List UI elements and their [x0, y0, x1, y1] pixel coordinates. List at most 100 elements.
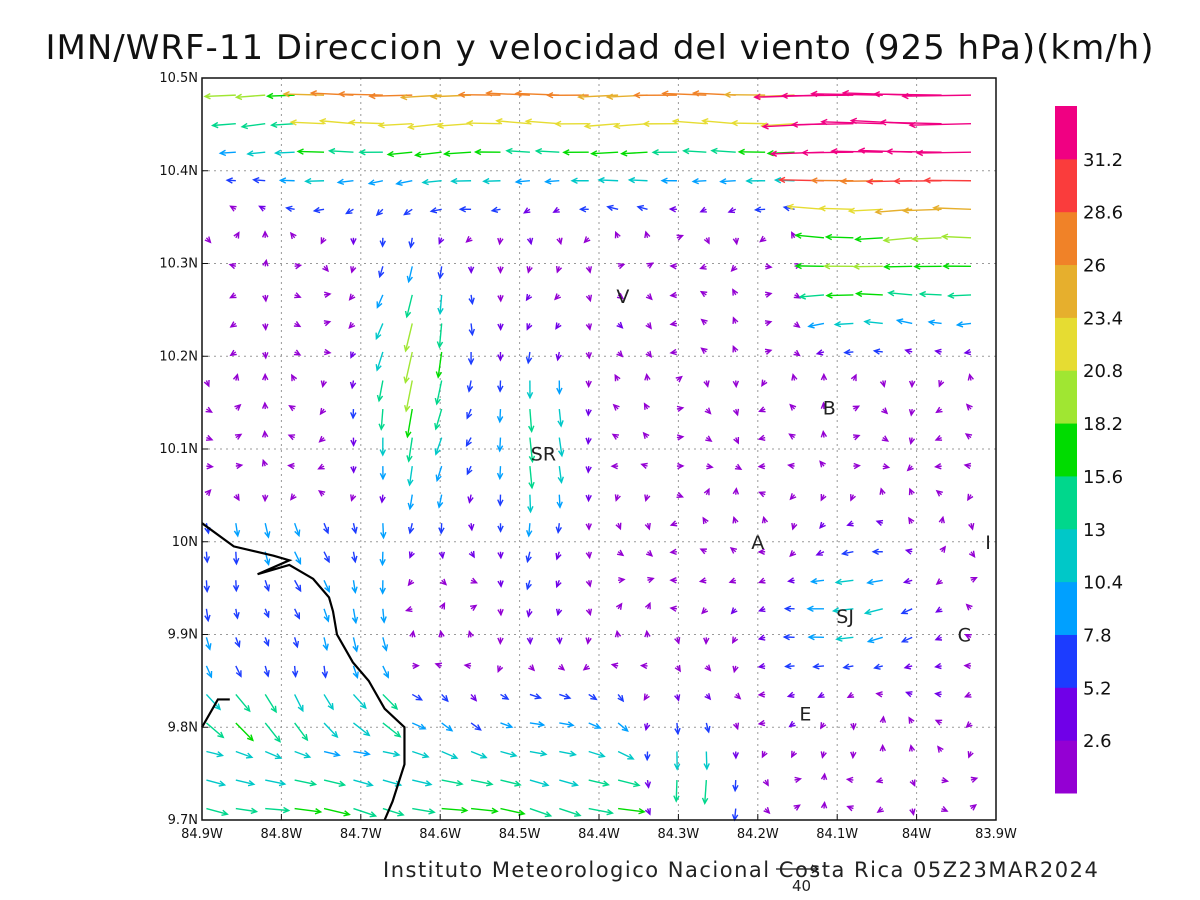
wind-vector	[791, 750, 798, 759]
wind-vector	[246, 150, 266, 157]
wind-vector	[470, 750, 488, 759]
wind-vector	[734, 692, 742, 700]
wind-vector	[632, 92, 677, 99]
wind-vector	[935, 578, 943, 586]
wind-vector	[294, 779, 318, 787]
wind-vector	[375, 351, 384, 372]
wind-vector	[378, 266, 385, 279]
wind-vector	[703, 380, 710, 388]
wind-vector	[467, 494, 474, 504]
wind-vector	[875, 691, 883, 698]
wind-vector	[618, 576, 626, 584]
wind-vector	[875, 519, 884, 526]
wind-vector	[676, 434, 685, 441]
wind-vector	[413, 151, 442, 158]
wind-vector	[421, 178, 442, 186]
wind-vector	[934, 348, 942, 356]
wind-vector	[627, 176, 648, 184]
x-axis-ticks: 84.9W 84.8W 84.7W 84.6W 84.5W 84.4W 84.3W 84.2W…	[181, 814, 1017, 842]
x-tick-label: 84.7W	[340, 827, 382, 842]
wind-vector	[485, 90, 530, 97]
wind-vector	[927, 319, 942, 326]
wind-vector	[411, 693, 424, 701]
wind-vector	[645, 350, 653, 359]
wind-vector	[337, 90, 383, 98]
wind-vector	[229, 205, 237, 212]
wind-vector	[348, 293, 356, 301]
wind-vector	[616, 321, 624, 329]
wind-vector	[732, 380, 740, 389]
wind-vector	[846, 692, 855, 699]
wind-vector	[703, 487, 710, 496]
wind-vector	[470, 577, 479, 584]
wind-vector	[559, 693, 572, 700]
wind-vector	[287, 462, 295, 470]
wind-vector	[407, 494, 414, 511]
wind-vector	[554, 293, 562, 301]
wind-vector	[758, 491, 766, 498]
wind-vector	[852, 405, 861, 412]
wind-vector	[351, 580, 358, 594]
wind-vector	[262, 258, 269, 267]
wind-vector	[441, 779, 464, 787]
wind-vector	[794, 776, 803, 784]
wind-vector	[636, 204, 648, 212]
wind-vector	[669, 320, 678, 327]
colorbar-segment	[1055, 158, 1077, 213]
colorbar-segment	[1055, 264, 1077, 318]
wind-vector	[810, 177, 854, 184]
wind-vector	[497, 523, 504, 533]
wind-vector	[327, 147, 354, 155]
station-labels: V B SR A I SJ C E	[531, 286, 991, 725]
wind-vector	[941, 806, 949, 812]
wind-vector	[794, 262, 824, 270]
wind-vector	[585, 266, 593, 274]
wind-vector	[386, 150, 413, 158]
wind-vector	[764, 348, 773, 355]
wind-vector	[863, 318, 883, 326]
wind-vector	[348, 119, 383, 126]
wind-vector	[556, 637, 563, 645]
station-label: C	[958, 625, 971, 647]
wind-vector	[407, 523, 415, 535]
wind-vector	[732, 408, 740, 417]
wind-vector	[465, 119, 501, 127]
wind-vector	[497, 323, 504, 332]
wind-vector	[336, 178, 354, 186]
wind-vector	[265, 779, 287, 787]
wind-vector	[435, 351, 443, 379]
wind-vector	[294, 579, 302, 593]
x-tick-label: 84.4W	[578, 827, 620, 842]
wind-vector	[232, 580, 240, 593]
wind-vector	[759, 235, 767, 243]
wind-vector	[782, 633, 795, 641]
wind-vector	[345, 208, 354, 215]
wind-vector	[876, 806, 884, 813]
wind-vector	[559, 807, 582, 817]
wind-vector	[204, 236, 212, 244]
wind-vector	[674, 694, 681, 702]
wind-vector	[643, 693, 650, 701]
wind-vector	[351, 523, 358, 535]
wind-vector	[438, 629, 445, 638]
wind-vector	[965, 721, 973, 729]
wind-vector	[304, 177, 325, 185]
wind-vector	[495, 118, 530, 125]
wind-vector	[412, 779, 433, 787]
wind-vector	[466, 465, 473, 476]
wind-vector	[615, 602, 623, 610]
y-tick-label: 10.5N	[159, 71, 198, 86]
wind-vector	[852, 434, 861, 441]
wind-vectors	[203, 89, 979, 822]
wind-vector	[644, 601, 651, 610]
wind-vector	[534, 147, 560, 155]
wind-vector	[270, 121, 295, 129]
wind-vector	[704, 407, 712, 415]
wind-vector	[793, 321, 801, 329]
wind-vector	[289, 231, 297, 240]
wind-vector	[278, 177, 295, 184]
wind-vector	[350, 494, 357, 502]
wind-vector	[850, 373, 857, 382]
wind-vector	[206, 779, 227, 787]
wind-vector	[458, 206, 472, 213]
